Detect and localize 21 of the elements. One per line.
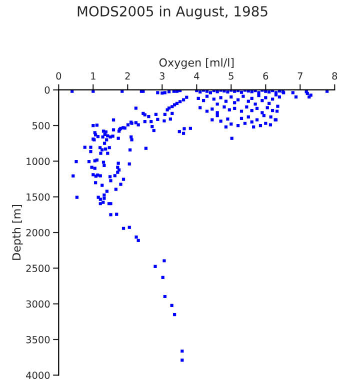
x-tick-label: 1 — [91, 72, 96, 80]
x-tick-label: 8 — [332, 72, 338, 80]
y-tick-label: 3500 — [26, 336, 50, 344]
x-tick-label: 2 — [125, 72, 130, 80]
x-tick-label: 4 — [194, 72, 200, 80]
chart-title: MODS2005 in August, 1985 — [78, 6, 268, 20]
x-tick-label: 7 — [298, 72, 302, 80]
y-tick-label: 4000 — [26, 372, 50, 379]
x-tick-label: 0 — [56, 72, 62, 80]
x-tick-label: 3 — [160, 72, 164, 80]
y-axis-title: Depth [m] — [12, 205, 23, 260]
y-tick-label: 2500 — [26, 264, 50, 272]
x-axis-title: Oxygen [ml/l] — [159, 58, 234, 69]
y-tick-label: 3000 — [26, 300, 50, 308]
y-tick-label: 1000 — [26, 158, 50, 166]
y-tick-label: 2000 — [26, 228, 50, 236]
y-tick-label: 0 — [44, 86, 50, 94]
y-tick-label: 500 — [32, 122, 50, 130]
y-tick-label: 1500 — [26, 193, 50, 201]
x-tick-label: 5 — [228, 72, 234, 80]
x-tick-label: 6 — [263, 72, 268, 80]
